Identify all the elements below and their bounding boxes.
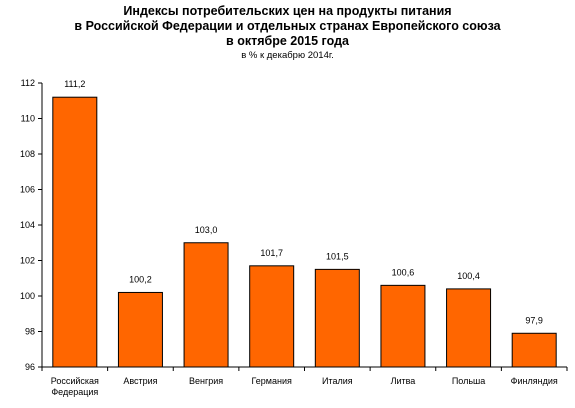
- data-label: 100,2: [129, 274, 152, 284]
- chart-title-block: Индексы потребительских цен на продукты …: [0, 4, 575, 62]
- y-tick-label: 104: [20, 220, 35, 230]
- y-tick-label: 96: [25, 362, 35, 372]
- y-tick-label: 106: [20, 185, 35, 195]
- category-label: Польша: [452, 376, 485, 386]
- category-label: Финляндия: [511, 376, 558, 386]
- category-label: Литва: [391, 376, 416, 386]
- data-label: 101,7: [260, 248, 283, 258]
- bar: [117, 291, 163, 368]
- data-label: 100,4: [457, 271, 480, 281]
- chart-title-line-1: Индексы потребительских цен на продукты …: [123, 4, 452, 18]
- y-tick-label: 112: [21, 78, 35, 88]
- data-label: 101,5: [326, 251, 349, 261]
- data-label: 111,2: [64, 79, 85, 89]
- chart-subtitle: в % к декабрю 2014г.: [241, 50, 334, 61]
- category-label: Австрия: [123, 376, 157, 386]
- data-label: 100,6: [392, 267, 415, 277]
- category-label: Венгрия: [189, 376, 223, 386]
- y-tick-label: 98: [25, 327, 35, 337]
- data-label: 103,0: [195, 225, 218, 235]
- bar: [446, 288, 492, 368]
- bar: [314, 268, 360, 368]
- y-tick-label: 100: [20, 291, 35, 301]
- bar: [52, 96, 98, 368]
- chart-title-line-3: в октябре 2015 года: [226, 34, 349, 48]
- category-label: Германия: [252, 376, 292, 386]
- category-label: Российская: [51, 376, 99, 386]
- y-tick-label: 110: [21, 114, 35, 124]
- y-tick-label: 108: [20, 149, 35, 159]
- category-label: Федерация: [51, 387, 98, 397]
- y-tick-label: 102: [20, 256, 35, 266]
- bar: [511, 332, 557, 368]
- bar: [183, 242, 229, 368]
- bar: [380, 284, 426, 368]
- bar: [249, 265, 295, 368]
- chart-title-line-2: в Российской Федерации и отдельных стран…: [74, 19, 501, 33]
- data-label: 97,9: [525, 315, 543, 325]
- category-label: Италия: [322, 376, 353, 386]
